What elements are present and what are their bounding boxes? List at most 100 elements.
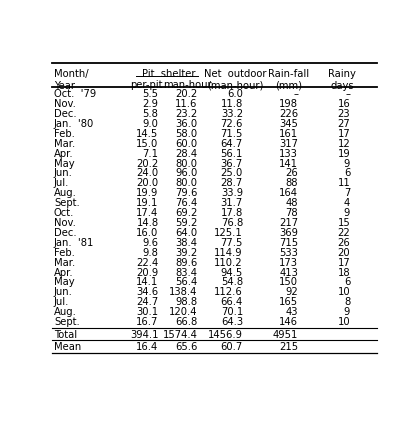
Text: 28.7: 28.7 [221,178,243,188]
Text: 114.9: 114.9 [215,248,243,258]
Text: 48: 48 [286,198,298,208]
Text: 56.1: 56.1 [221,149,243,159]
Text: Mar.: Mar. [54,139,75,149]
Text: Apr.: Apr. [54,268,74,278]
Text: 7: 7 [344,188,350,198]
Text: 715: 715 [279,238,298,248]
Text: 1456.9: 1456.9 [208,330,243,340]
Text: Nov.: Nov. [54,218,76,228]
Text: Sept.: Sept. [54,198,80,208]
Text: 71.5: 71.5 [221,129,243,139]
Text: Sept.: Sept. [54,317,80,327]
Text: 70.1: 70.1 [221,307,243,317]
Text: 9.0: 9.0 [143,119,158,129]
Text: 66.4: 66.4 [221,297,243,307]
Text: 8: 8 [344,297,350,307]
Text: 22.4: 22.4 [136,258,158,268]
Text: 16.0: 16.0 [136,228,158,238]
Text: 59.2: 59.2 [175,218,197,228]
Text: 83.4: 83.4 [176,268,197,278]
Text: 20.9: 20.9 [136,268,158,278]
Text: man-hour: man-hour [163,80,212,90]
Text: 26: 26 [337,238,350,248]
Text: 20: 20 [338,248,350,258]
Text: Oct.  '79: Oct. '79 [54,89,96,99]
Text: 9.6: 9.6 [142,238,158,248]
Text: 11: 11 [337,178,350,188]
Text: 60.7: 60.7 [221,342,243,352]
Text: 150: 150 [279,277,298,287]
Text: 20.2: 20.2 [175,89,197,99]
Text: 19.1: 19.1 [136,198,158,208]
Text: 16.4: 16.4 [136,342,158,352]
Text: Jun.: Jun. [54,287,73,297]
Text: 25.0: 25.0 [221,168,243,178]
Text: 89.6: 89.6 [175,258,197,268]
Text: –: – [293,89,298,99]
Text: 92: 92 [285,287,298,297]
Text: 54.8: 54.8 [221,277,243,287]
Text: 11.6: 11.6 [175,99,197,109]
Text: 24.7: 24.7 [136,297,158,307]
Text: Jan.  '80: Jan. '80 [54,119,94,129]
Text: Rainy
days: Rainy days [328,69,356,91]
Text: 533: 533 [279,248,298,258]
Text: 80.0: 80.0 [176,159,197,169]
Text: 1574.4: 1574.4 [163,330,197,340]
Text: 64.0: 64.0 [176,228,197,238]
Text: 317: 317 [279,139,298,149]
Text: 18: 18 [338,268,350,278]
Text: 12: 12 [337,139,350,149]
Text: per-pit: per-pit [130,80,163,90]
Text: 34.6: 34.6 [137,287,158,297]
Text: 15: 15 [337,218,350,228]
Text: 16: 16 [337,99,350,109]
Text: 133: 133 [279,149,298,159]
Text: 17.4: 17.4 [136,208,158,218]
Text: Nov.: Nov. [54,99,76,109]
Text: Dec.: Dec. [54,228,77,238]
Text: 226: 226 [279,109,298,119]
Text: 79.6: 79.6 [175,188,197,198]
Text: Feb.: Feb. [54,129,75,139]
Text: 96.0: 96.0 [175,168,197,178]
Text: 77.5: 77.5 [221,238,243,248]
Text: 15.0: 15.0 [136,139,158,149]
Text: 7.1: 7.1 [142,149,158,159]
Text: Jan.  '81: Jan. '81 [54,238,94,248]
Text: Mean: Mean [54,342,81,352]
Text: 164: 164 [279,188,298,198]
Text: Feb.: Feb. [54,248,75,258]
Text: 9: 9 [344,307,350,317]
Text: 345: 345 [279,119,298,129]
Text: 9.8: 9.8 [143,248,158,258]
Text: Net  outdoor
(man-hour): Net outdoor (man-hour) [204,69,266,91]
Text: –: – [345,89,350,99]
Text: 94.5: 94.5 [221,268,243,278]
Text: 161: 161 [279,129,298,139]
Text: 76.8: 76.8 [221,218,243,228]
Text: 125.1: 125.1 [214,228,243,238]
Text: 9: 9 [344,208,350,218]
Text: 217: 217 [279,218,298,228]
Text: Jun.: Jun. [54,168,73,178]
Text: Total: Total [54,330,77,340]
Text: 165: 165 [279,297,298,307]
Text: 16.7: 16.7 [136,317,158,327]
Text: 4: 4 [344,198,350,208]
Text: 110.2: 110.2 [215,258,243,268]
Text: 17.8: 17.8 [221,208,243,218]
Text: 36.0: 36.0 [176,119,197,129]
Text: May: May [54,159,75,169]
Text: 38.4: 38.4 [176,238,197,248]
Text: 11.8: 11.8 [221,99,243,109]
Text: 58.0: 58.0 [176,129,197,139]
Text: 17: 17 [337,129,350,139]
Text: 14.5: 14.5 [136,129,158,139]
Text: 17: 17 [337,258,350,268]
Text: 33.9: 33.9 [221,188,243,198]
Text: 23: 23 [338,109,350,119]
Text: Jul.: Jul. [54,297,70,307]
Text: 28.4: 28.4 [176,149,197,159]
Text: 9: 9 [344,159,350,169]
